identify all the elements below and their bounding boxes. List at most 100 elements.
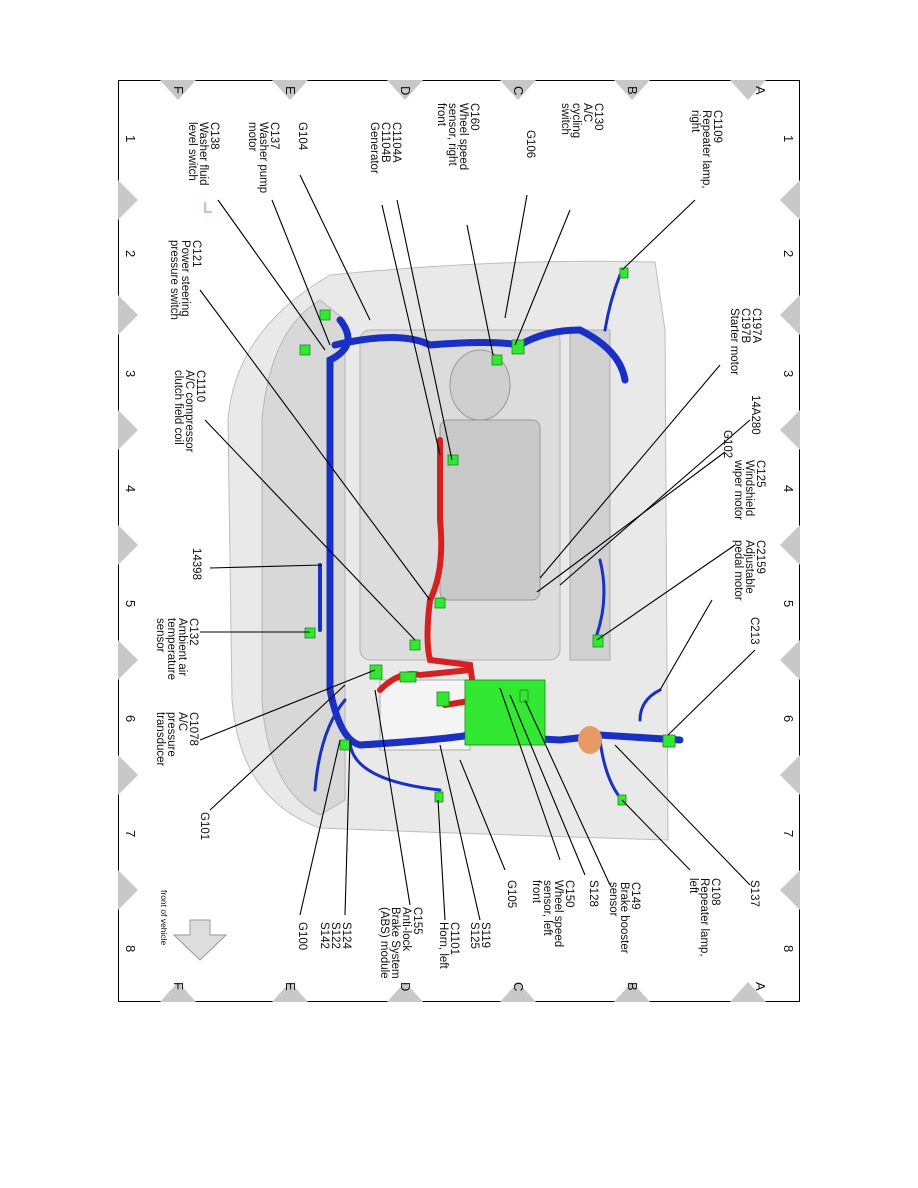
label-line: C1109 [711,110,723,144]
label-line: Brake booster [618,882,630,954]
component-label-c125: C125 Windshield wiper motor [732,460,766,520]
label-line: S122 [329,922,341,949]
row-label-d: D [398,86,413,96]
grommet [578,726,602,754]
label-line: Brake System [389,907,401,979]
component-label-g101: G101 [198,812,210,841]
col-label-4-right: 4 [781,485,796,493]
component-label-c1104: C1104A C1104B Generator [368,122,402,174]
label-line: 14A280 [749,395,761,435]
label-line: C149 [629,882,641,910]
row-label-b-bottom: B [625,982,640,991]
label-line: A/C [581,103,593,123]
label-line: pressure switch [168,240,180,320]
front-arrow-icon [172,919,228,961]
label-line: Washer pump [257,122,269,194]
component-label-c197: C197A C197B Starter motor [728,308,762,376]
label-line: sensor, left [541,880,553,936]
component-label-c1109: C1109 Repeater lamp, right [689,110,723,189]
label-line: motor [246,122,258,152]
component-label-c155: C155 Anti-lock Brake System (ABS) module [378,907,423,979]
row-label-b: B [625,86,640,95]
component-label-c1078: C1078 A/C pressure transducer [154,712,199,767]
label-line: Adjustable [743,540,755,594]
label-line: C160 [468,103,480,131]
component-label-c160: C160 Wheel speed sensor, right front [435,103,480,171]
label-line: G104 [296,122,308,151]
label-line: G102 [721,430,733,459]
label-line: G101 [198,812,210,841]
component-label-c108: C108 Repeater lamp, left [687,878,721,957]
label-line: front [530,880,542,904]
row-label-a: A [753,86,768,95]
label-line: temperature [165,618,177,681]
connectors [299,267,676,806]
label-line: Power steering [179,240,191,317]
label-line: clutch field coil [172,370,184,445]
leader-lines [199,174,756,921]
label-line: transducer [154,712,166,767]
component-label-c149: C149 Brake booster sensor [607,882,641,954]
col-label-8: 8 [123,945,138,953]
label-line: level switch [186,122,198,181]
col-label-5: 5 [123,600,138,608]
label-line: C125 [754,460,766,488]
label-line: C132 [187,618,199,646]
row-label-d-bottom: D [398,982,413,992]
label-line: cycling [570,103,582,139]
component-label-n14398: 14398 [190,548,202,580]
row-label-e: E [283,86,298,95]
label-line: C108 [709,878,721,906]
component-label-g100: G100 [296,922,308,951]
col-label-3: 3 [123,370,138,378]
label-line: sensor [607,882,619,917]
label-line: S119 [479,922,491,949]
component-label-n14a280: 14A280 [749,395,761,435]
label-line: S142 [318,922,330,949]
label-line: Windshield [743,460,755,517]
component-label-c1110: C1110 A/C compressor clutch field coil [172,370,206,453]
col-label-5-right: 5 [781,600,796,608]
label-line: (ABS) module [378,907,390,979]
label-line: S137 [748,880,760,907]
label-line: Wheel speed [552,880,564,948]
component-label-c213: C213 [748,617,760,645]
label-line: C1101 [448,922,460,956]
component-label-c138: C138 Washer fluid level switch [186,122,220,186]
component-label-c132: C132 Ambient air temperature sensor [154,618,199,681]
label-line: pressure [165,712,177,757]
component-label-c137: C137 Washer pump motor [246,122,280,194]
col-label-6-right: 6 [781,715,796,723]
label-line: C1104B [379,122,391,163]
label-line: A/C compressor [183,370,195,453]
label-line: C137 [268,122,280,150]
row-label-f-bottom: F [171,982,186,990]
label-line: Ambient air [176,618,188,677]
grid-markers [118,80,800,1002]
row-label-f: F [171,86,186,94]
label-line: C197B [739,308,751,344]
label-line: G106 [524,130,536,159]
label-line: 14398 [190,548,202,580]
label-line: C1110 [194,370,206,403]
label-line: C121 [190,240,202,268]
label-line: front [435,103,447,127]
component-label-g104: G104 [296,122,308,151]
label-line: switch [559,103,571,135]
row-label-a-bottom: A [753,982,768,991]
front-of-vehicle-label: front of vehicle [159,890,169,946]
label-line: Washer fluid [197,122,209,186]
component-label-s119: S119 S125 [468,922,491,949]
col-label-1-right: 1 [781,135,796,143]
component-label-g105: G105 [505,880,517,908]
axis-marker-icon [204,202,212,213]
label-line: G100 [296,922,308,951]
label-line: Repeater lamp, [698,878,710,957]
label-line: S128 [587,880,599,907]
label-line: C1078 [187,712,199,746]
col-label-3-right: 3 [781,370,796,378]
label-line: Wheel speed [457,103,469,171]
label-line: A/C [176,712,188,732]
label-line: Starter motor [728,308,740,376]
